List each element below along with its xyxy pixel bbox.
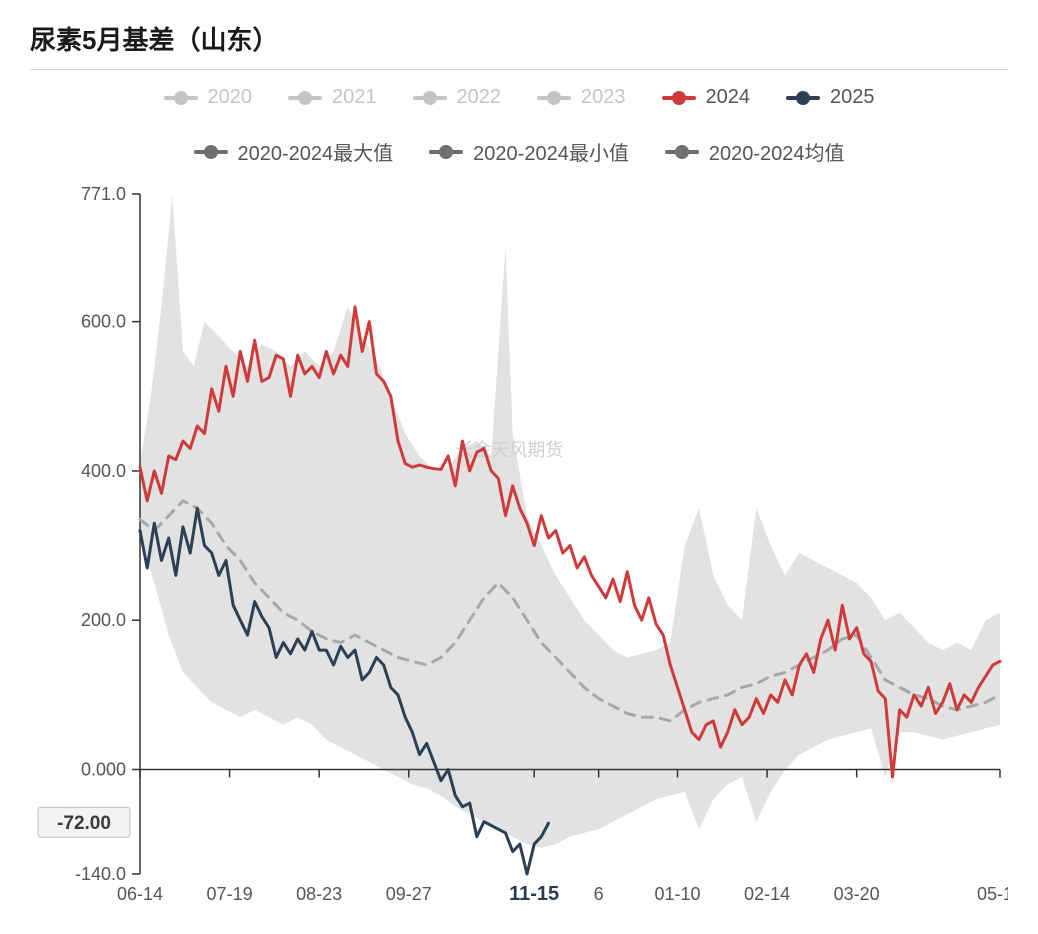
ytick-label: 400.0 (81, 461, 126, 481)
watermark: 长金天风期货 (455, 440, 563, 460)
legend: 2020 2021 2022 2023 2024 2025 2020-2024最大值 2020… (30, 80, 1008, 184)
xtick-label: 08-23 (296, 884, 342, 904)
xtick-label: 05-14 (977, 884, 1008, 904)
value-badge-text: -72.00 (57, 813, 111, 834)
chart-title: 尿素5月基差（山东） (30, 20, 1008, 57)
legend-swatch (662, 96, 696, 100)
legend-item[interactable]: 2021 (288, 86, 377, 109)
legend-label: 2022 (457, 86, 502, 109)
legend-item[interactable]: 2020 (164, 86, 253, 109)
legend-swatch (164, 96, 198, 100)
legend-item[interactable]: 2022 (413, 86, 502, 109)
legend-swatch (288, 96, 322, 100)
xtick-label: 09-27 (386, 884, 432, 904)
legend-item[interactable]: 2020-2024均值 (665, 137, 845, 166)
xtick-label: 01-10 (654, 884, 700, 904)
xtick-label: 6 (594, 884, 604, 904)
ytick-label: -140.0 (75, 864, 126, 884)
ytick-label: 600.0 (81, 312, 126, 332)
legend-label: 2023 (581, 86, 626, 109)
legend-label: 2021 (332, 86, 377, 109)
legend-swatch (665, 150, 699, 154)
chart-svg: 771.0 600.0 400.0 200.0 0.000 -140.006-14 07-1… (30, 184, 1008, 924)
legend-label: 2020-2024最小值 (473, 137, 629, 166)
legend-label: 2020 (208, 86, 253, 109)
legend-swatch (786, 96, 820, 100)
legend-swatch (194, 150, 228, 154)
legend-swatch (537, 96, 571, 100)
legend-swatch (413, 96, 447, 100)
xtick-label: 02-14 (744, 884, 790, 904)
minmax-band (140, 195, 1000, 848)
legend-label: 2020-2024最大值 (238, 137, 394, 166)
xtick-label: 03-20 (834, 884, 880, 904)
legend-label: 2024 (706, 86, 751, 109)
ytick-label: 200.0 (81, 610, 126, 630)
legend-label: 2020-2024均值 (709, 137, 845, 166)
xtick-label: 11-15 (509, 883, 559, 905)
legend-label: 2025 (830, 86, 875, 109)
chart: 771.0 600.0 400.0 200.0 0.000 -140.006-14 07-1… (30, 184, 1008, 924)
ytick-label: 0.000 (81, 759, 126, 779)
legend-item[interactable]: 2023 (537, 86, 626, 109)
legend-item[interactable]: 2020-2024最小值 (429, 137, 629, 166)
legend-item[interactable]: 2024 (662, 86, 751, 109)
legend-item[interactable]: 2020-2024最大值 (194, 137, 394, 166)
title-divider (30, 69, 1008, 70)
legend-item[interactable]: 2025 (786, 86, 875, 109)
legend-swatch (429, 150, 463, 154)
ytick-label: 771.0 (81, 184, 126, 204)
xtick-label: 06-14 (117, 884, 163, 904)
xtick-label: 07-19 (207, 884, 253, 904)
